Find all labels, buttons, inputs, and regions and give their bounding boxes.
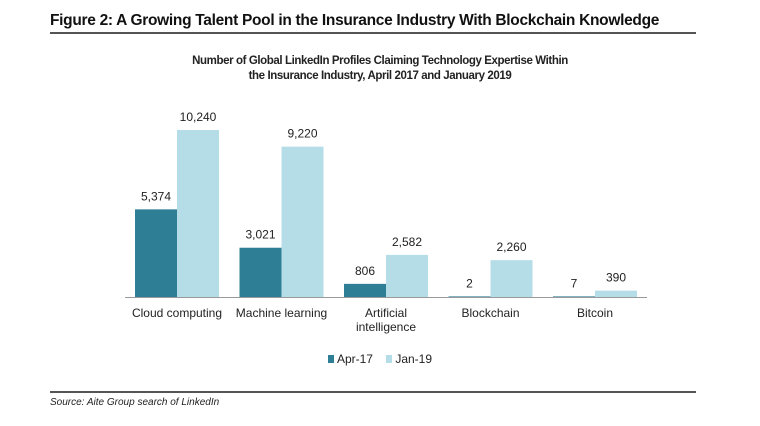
data-label: 10,240	[180, 110, 217, 124]
bar-jan-19-0	[177, 130, 219, 297]
category-label: Machine learning	[236, 306, 327, 320]
category-label: intelligence	[356, 320, 416, 334]
data-label: 2,260	[496, 240, 526, 254]
legend-item-apr-17: Apr-17	[327, 352, 373, 366]
figure-title: Figure 2: A Growing Talent Pool in the I…	[50, 12, 660, 29]
data-label: 9,220	[287, 127, 317, 141]
bar-apr-17-3	[448, 296, 491, 297]
data-label: 2,582	[392, 235, 422, 249]
bar-jan-19-2	[386, 254, 428, 297]
legend-label-jan-19: Jan-19	[395, 352, 433, 366]
chart-title: Number of Global LinkedIn Profiles Claim…	[0, 54, 760, 84]
source-note: Source: Aite Group search of LinkedIn	[50, 397, 220, 408]
data-label: 5,374	[141, 189, 171, 203]
bar-jan-19-4	[595, 290, 637, 297]
bar-apr-17-1	[239, 247, 282, 297]
data-label: 7	[571, 276, 578, 290]
bottom-divider	[50, 391, 696, 393]
bar-jan-19-3	[490, 260, 533, 297]
bar-apr-17-2	[344, 283, 386, 297]
data-label: 806	[355, 264, 375, 278]
legend-label-apr-17: Apr-17	[336, 352, 373, 366]
legend-swatch-jan-19	[386, 355, 393, 363]
legend-item-jan-19: Jan-19	[386, 352, 432, 366]
data-label: 2	[466, 276, 473, 290]
category-label: Bitcoin	[577, 306, 613, 320]
bar-jan-19-1	[281, 146, 324, 297]
bar-apr-17-0	[135, 209, 177, 297]
category-label: Blockchain	[461, 306, 519, 320]
category-label: Cloud computing	[132, 306, 222, 320]
data-label: 390	[606, 271, 626, 285]
legend-swatch-apr-17	[327, 355, 334, 363]
chart-title-line-1: Number of Global LinkedIn Profiles Claim…	[192, 55, 568, 67]
data-label: 3,021	[245, 228, 275, 242]
top-divider	[50, 32, 696, 34]
category-label: Artificial	[365, 306, 407, 320]
bar-apr-17-4	[553, 296, 595, 297]
legend: Apr-17 Jan-19	[0, 352, 760, 366]
chart-title-line-2: the Insurance Industry, April 2017 and J…	[248, 70, 512, 82]
